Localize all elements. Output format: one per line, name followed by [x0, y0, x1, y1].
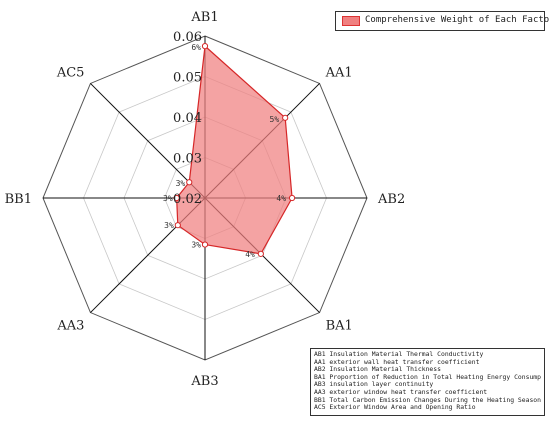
data-point [201, 241, 209, 248]
note-item: AB3 insulation layer continuity [314, 381, 434, 389]
abbreviation-notes: AB1 Insulation Material Thermal Conducti… [310, 348, 545, 416]
data-label: 6% [191, 43, 201, 52]
note-item: BB1 Total Carbon Emission Changes During… [314, 396, 541, 404]
axis-label: AC5 [56, 65, 85, 80]
radial-tick-label: 0.05 [173, 71, 202, 86]
data-label: 3% [176, 179, 186, 188]
legend: Comprehensive Weight of Each Factor [335, 11, 550, 31]
data-point [173, 194, 180, 202]
axis-label: AB1 [190, 10, 218, 25]
axis-label: AA3 [56, 319, 84, 334]
note-item: AB2 Insulation Material Thickness [314, 366, 441, 374]
axis-label: BB1 [5, 192, 32, 207]
axis-label: AB3 [190, 374, 218, 389]
radial-tick-label: 0.04 [173, 111, 202, 126]
radial-tick-label: 0.03 [173, 152, 202, 167]
note-item: AA3 exterior window heat transfer coeffi… [314, 388, 488, 396]
data-point [257, 250, 264, 257]
note-item: AB1 Insulation Material Thermal Conducti… [314, 351, 484, 358]
radar-series: 6%5%4%4%3%3%3%3% [163, 43, 296, 259]
axis-spoke [90, 83, 206, 199]
legend-swatch [342, 16, 360, 26]
data-label: 3% [164, 221, 174, 230]
data-label: 4% [245, 250, 255, 259]
note-item: BA1 Proportion of Reduction in Total Hea… [314, 373, 541, 381]
data-point [174, 222, 181, 229]
note-item: AA1 exterior wall heat transfer coeffici… [314, 358, 480, 366]
data-label: 3% [163, 194, 173, 203]
axis-label: BA1 [326, 319, 353, 334]
legend-label: Comprehensive Weight of Each Factor [365, 15, 550, 25]
data-point [201, 43, 209, 50]
axis-label: AB2 [377, 192, 405, 207]
radial-tick-label: 0.02 [173, 192, 202, 207]
data-point [282, 114, 289, 121]
data-label: 3% [191, 241, 201, 250]
data-label: 5% [270, 115, 280, 124]
radial-ticks: 0.02 0.03 0.04 0.05 0.06 [173, 30, 202, 207]
data-point [288, 194, 296, 202]
axis-label: AA1 [325, 65, 353, 80]
note-item: AC5 Exterior Window Area and Opening Rat… [314, 404, 476, 412]
data-point [186, 179, 193, 186]
radial-tick-label: 0.06 [173, 30, 202, 45]
data-label: 4% [276, 194, 286, 203]
axis-labels: AB1 AA1 AB2 BA1 AB3 AA3 BB1 AC5 [5, 10, 406, 389]
